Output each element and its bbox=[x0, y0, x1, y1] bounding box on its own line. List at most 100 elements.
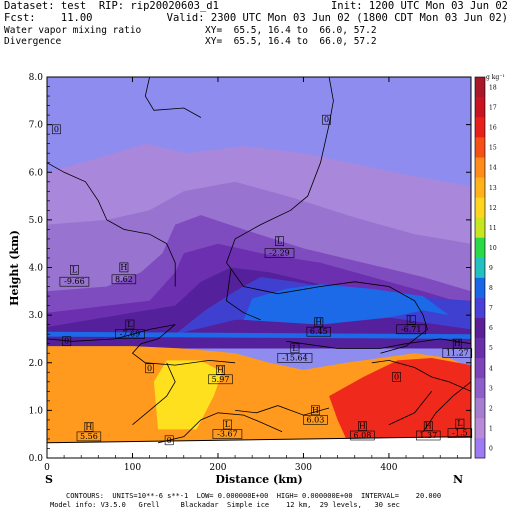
colorbar-frame bbox=[474, 76, 486, 459]
contour-line bbox=[235, 405, 330, 416]
field2-xy: XY= 65.5, 16.4 to 66.0, 57.2 bbox=[205, 36, 377, 47]
contour-label: L bbox=[72, 265, 78, 274]
label-box bbox=[357, 421, 367, 431]
colorbar-tick-label: 2 bbox=[489, 405, 493, 412]
colorbar-swatch bbox=[475, 77, 485, 98]
colorbar-swatch bbox=[475, 317, 485, 338]
colorbar-tick-label: 9 bbox=[489, 265, 493, 272]
contour-line bbox=[226, 77, 428, 354]
contour-label: -15.64 bbox=[282, 353, 308, 362]
contour-label: L bbox=[409, 315, 415, 324]
y-tick-label: 2.0 bbox=[29, 359, 44, 369]
colorbar-swatch bbox=[475, 257, 485, 278]
colorbar-tick-label: 6 bbox=[489, 325, 493, 332]
contour-label: L bbox=[127, 320, 133, 329]
colorbar-tick-label: 15 bbox=[489, 145, 497, 152]
label-box bbox=[125, 319, 135, 330]
label-box bbox=[423, 421, 433, 431]
contour-label: 0 bbox=[324, 115, 329, 124]
x-tick-label: 0 bbox=[44, 463, 50, 473]
label-box bbox=[216, 364, 225, 375]
contour-label: 6.03 bbox=[306, 415, 324, 424]
contour-label: H bbox=[359, 422, 366, 431]
contour-label: 5.97 bbox=[212, 375, 230, 384]
contour-label: 6.45 bbox=[310, 327, 328, 336]
contour-line bbox=[47, 324, 176, 342]
valid-line: Valid: 2300 UTC Mon 03 Jun 02 (1800 CDT … bbox=[166, 12, 508, 24]
south-end-label: S bbox=[45, 473, 53, 486]
contour-label: H bbox=[85, 422, 92, 431]
colorbar-tick-label: 5 bbox=[489, 345, 493, 352]
fcst-line: Fcst: 11.00 bbox=[4, 12, 93, 24]
colorbar-swatch bbox=[475, 297, 485, 318]
fill-yellow-core bbox=[153, 360, 223, 430]
colorbar-swatch bbox=[475, 137, 485, 158]
contour-line bbox=[371, 359, 471, 392]
colorbar-swatch bbox=[475, 377, 485, 399]
contour-labels: 00L-2.29L-9.66H8.62L-7.69H6.45L-6.710L-1… bbox=[51, 114, 473, 446]
colorbar-tick-label: 14 bbox=[489, 165, 497, 172]
colorbar-tick-label: 11 bbox=[489, 225, 497, 232]
label-box bbox=[84, 422, 94, 432]
contour-label: -9.66 bbox=[64, 277, 85, 286]
colorbar-swatch bbox=[475, 177, 485, 198]
colorbar-tick-label: 7 bbox=[489, 305, 493, 312]
label-box bbox=[111, 274, 137, 285]
contour-label: L bbox=[457, 419, 463, 428]
x-tick-label: 200 bbox=[209, 463, 226, 473]
contour-line bbox=[144, 77, 202, 118]
colorbar-tick-label: 0 bbox=[489, 446, 493, 453]
contour-label: -1.5 bbox=[452, 429, 467, 438]
y-axis-label: Height (km) bbox=[8, 230, 21, 306]
label-box bbox=[119, 262, 129, 273]
y-tick-label: 6.0 bbox=[29, 168, 44, 178]
terrain-mask bbox=[47, 436, 471, 458]
contour-label: 0 bbox=[64, 337, 69, 346]
y-tick-label: 8.0 bbox=[29, 73, 44, 83]
model-info: Model info: V3.5.0 Grell Blackadar Simpl… bbox=[50, 501, 400, 509]
label-box bbox=[442, 348, 473, 358]
label-box bbox=[416, 430, 441, 441]
y-tick-label: 0.0 bbox=[29, 454, 44, 464]
label-box bbox=[306, 326, 331, 337]
colorbar-tick-label: 4 bbox=[489, 365, 493, 372]
colorbar-swatch bbox=[475, 357, 485, 379]
colorbar-tick-label: 12 bbox=[489, 205, 497, 212]
label-box bbox=[59, 276, 90, 287]
colorbar-swatch bbox=[475, 437, 485, 459]
colorbar-tick-label: 3 bbox=[489, 385, 493, 392]
contour-line bbox=[422, 381, 471, 433]
colorbar-swatch bbox=[475, 217, 485, 238]
colorbar-swatch bbox=[475, 397, 485, 419]
contour-line bbox=[286, 338, 471, 349]
contour-label: -2.29 bbox=[269, 249, 290, 258]
y-tick-label: 1.0 bbox=[29, 406, 44, 416]
label-box bbox=[275, 236, 284, 246]
contour-label: 1.37 bbox=[419, 431, 437, 440]
colorbar-swatch bbox=[475, 97, 485, 118]
label-box bbox=[208, 374, 233, 385]
fill-blue bbox=[243, 284, 449, 325]
label-box bbox=[70, 264, 79, 275]
divergence-contours bbox=[47, 77, 471, 444]
y-tick-label: 3.0 bbox=[29, 311, 44, 321]
colorbar-tick-label: 1 bbox=[489, 425, 493, 432]
mixing-ratio-fill bbox=[47, 77, 471, 458]
north-end-label: N bbox=[453, 473, 463, 486]
contour-line bbox=[132, 362, 176, 426]
label-box bbox=[62, 336, 72, 347]
dataset-line: Dataset: test RIP: rip20020603_d1 bbox=[4, 0, 219, 12]
colorbar-swatch bbox=[475, 337, 485, 359]
label-box bbox=[314, 317, 324, 327]
colorbar-swatch bbox=[475, 157, 485, 178]
field1-xy: XY= 65.5, 16.4 to 66.0, 57.2 bbox=[205, 25, 377, 36]
contour-label: H bbox=[217, 365, 224, 374]
label-box bbox=[322, 114, 331, 125]
label-box bbox=[51, 124, 61, 135]
contour-label: 11.27 bbox=[446, 349, 469, 358]
label-box bbox=[277, 353, 313, 363]
contour-label: H bbox=[312, 406, 319, 415]
contour-label: L bbox=[225, 420, 231, 429]
